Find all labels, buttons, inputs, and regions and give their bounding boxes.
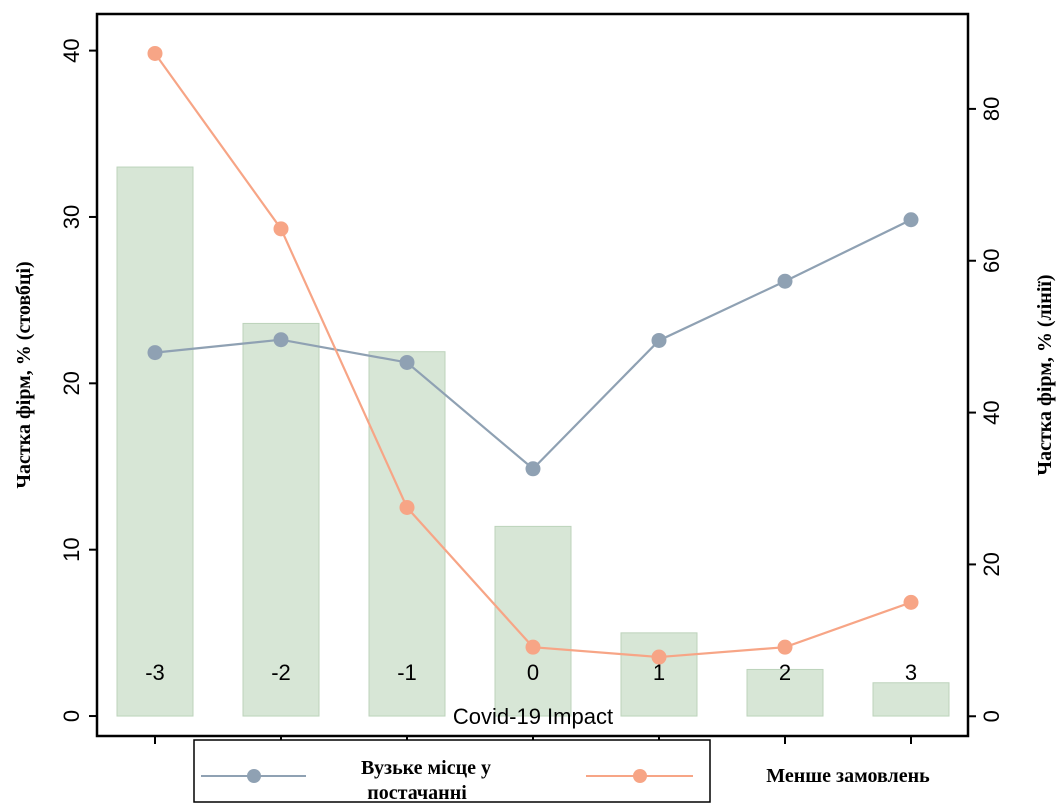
x-tick-label--2: -2 (271, 660, 291, 685)
point-orders-2 (777, 639, 793, 655)
y-right-tick-label-60: 60 (979, 248, 1004, 272)
point-supply-0 (525, 461, 541, 477)
points-layer (147, 45, 919, 665)
point-supply--3 (147, 345, 163, 361)
y-left-tick-label-0: 0 (59, 710, 84, 722)
y-right-ticks: 0 20 40 60 80 (968, 97, 1004, 722)
point-orders--1 (399, 499, 415, 515)
y-left-tick-label-20: 20 (59, 371, 84, 395)
y-right-tick-label-0: 0 (979, 710, 1004, 722)
y-left-tick-label-10: 10 (59, 537, 84, 561)
x-tick-label-3: 3 (905, 660, 917, 685)
x-tick-label-1: 1 (653, 660, 665, 685)
bar-1 (620, 632, 698, 717)
point-supply--1 (399, 354, 415, 370)
point-supply-1 (651, 332, 667, 348)
legend-label-orders: Менше замовлень (766, 765, 930, 787)
bars-layer (116, 166, 950, 717)
point-orders-3 (903, 594, 919, 610)
point-orders-0 (525, 639, 541, 655)
x-tick-label--1: -1 (397, 660, 417, 685)
point-supply--2 (273, 332, 289, 348)
point-orders-1 (651, 649, 667, 665)
x-tick-label-2: 2 (779, 660, 791, 685)
legend-label-supply-line2: постачанні (367, 782, 467, 804)
legend-label-supply-line1: Вузьке місце у (361, 757, 491, 779)
point-orders--3 (147, 45, 163, 61)
legend-swatch-supply-marker (247, 769, 261, 783)
legend-swatch-orders-marker (633, 769, 647, 783)
point-supply-3 (903, 212, 919, 228)
point-orders--2 (273, 221, 289, 237)
bar--2 (242, 322, 320, 717)
y-left-tick-label-30: 30 (59, 205, 84, 229)
bar-2 (746, 668, 824, 717)
y-right-tick-label-80: 80 (979, 97, 1004, 121)
bar-0 (494, 525, 572, 717)
point-supply-2 (777, 273, 793, 289)
x-axis-title: Covid-19 Impact (453, 704, 613, 729)
x-tick-label--3: -3 (145, 660, 165, 685)
bar--3 (116, 166, 194, 717)
legend-box (193, 739, 711, 803)
y-left-tick-label-40: 40 (59, 38, 84, 62)
x-tick-label-0: 0 (527, 660, 539, 685)
bar-3 (872, 682, 950, 717)
y-right-tick-label-40: 40 (979, 400, 1004, 424)
y-left-axis-title: Частка фірм, % (стовбці) (13, 261, 35, 488)
y-right-axis-title: Частка фірм, % (лінії) (1034, 274, 1056, 475)
y-left-ticks: 0 10 20 30 40 (59, 38, 97, 722)
bar--1 (368, 351, 446, 717)
legend: Вузьке місце у постачанні Менше замовлен… (193, 739, 930, 804)
y-right-tick-label-20: 20 (979, 552, 1004, 576)
